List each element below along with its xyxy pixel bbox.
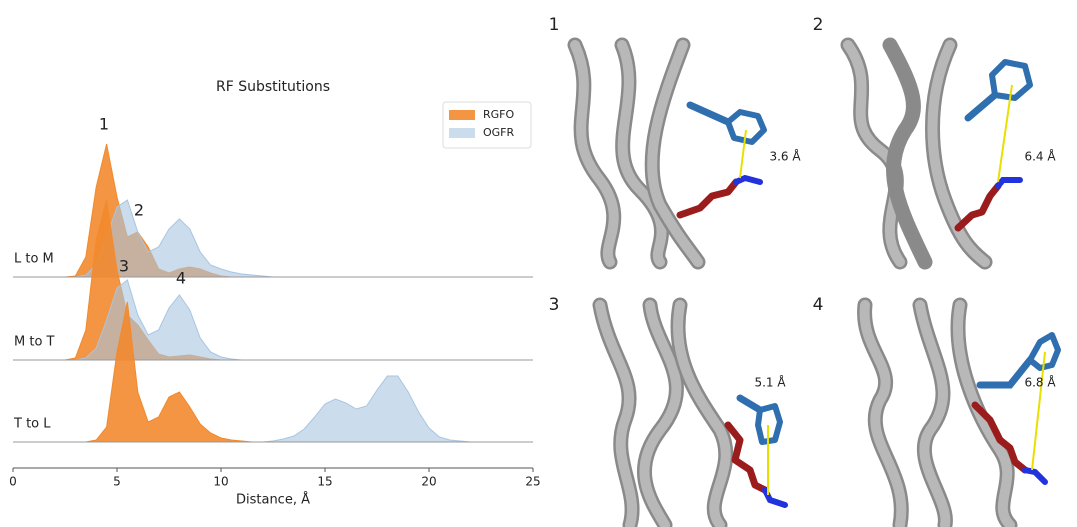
x-tick-label: 5 — [113, 475, 121, 489]
peak-annotation: 3 — [119, 257, 129, 276]
side-chain — [680, 182, 736, 215]
peak-annotation: 1 — [99, 115, 109, 134]
legend-swatch — [449, 128, 475, 138]
amine — [998, 180, 1020, 186]
legend-label: RGFO — [483, 108, 514, 121]
backbone — [575, 45, 614, 262]
row-label: L to M — [14, 252, 54, 267]
peak-annotation: 2 — [134, 201, 144, 220]
amine — [1025, 470, 1045, 482]
x-tick-label: 20 — [421, 475, 436, 489]
structure-panel — [848, 45, 1030, 262]
structure-panel — [865, 305, 1058, 525]
density-area — [55, 200, 471, 277]
x-tick-label: 0 — [9, 475, 17, 489]
figure: RF Substitutions Distance, Å L to M M to … — [0, 0, 1077, 527]
panel-label: 1 — [549, 15, 560, 35]
chart-title: RF Substitutions — [216, 79, 330, 95]
distance-line — [998, 85, 1012, 182]
distance-label: 6.4 Å — [1024, 149, 1056, 164]
peak-annotation: 4 — [176, 269, 186, 288]
x-tick-label: 10 — [213, 475, 228, 489]
legend-label: OGFR — [483, 126, 515, 139]
x-tick-label: 15 — [317, 475, 332, 489]
density-area — [55, 280, 471, 360]
side-chain — [980, 360, 1030, 385]
legend-swatch — [449, 110, 475, 120]
amine — [736, 178, 760, 182]
distance-label: 6.8 Å — [1024, 375, 1056, 390]
panel-label: 4 — [813, 295, 824, 315]
structure-panel — [575, 45, 764, 262]
distance-label: 5.1 Å — [754, 375, 786, 390]
row-label: M to T — [14, 335, 55, 350]
structure-panel — [600, 305, 785, 525]
side-chain — [740, 398, 760, 410]
side-chain — [690, 105, 728, 122]
panel-label: 2 — [813, 15, 824, 35]
x-tick-label: 25 — [525, 475, 540, 489]
panel-label: 3 — [549, 295, 560, 315]
x-axis-label: Distance, Å — [236, 492, 310, 508]
ridgeline-chart: L to M M to T T to L 0 5 10 15 20 25 1 2 3 4 RGFO OGFR — [9, 102, 540, 489]
side-chain — [958, 186, 998, 228]
row-label: T to L — [13, 417, 51, 432]
side-chain — [968, 95, 995, 118]
distance-label: 3.6 Å — [769, 149, 801, 164]
